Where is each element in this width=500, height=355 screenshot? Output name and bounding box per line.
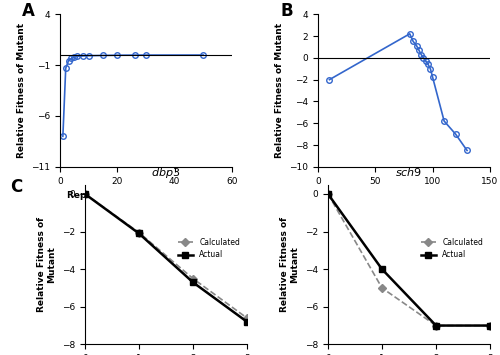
- Calculated: [136, 230, 142, 235]
- Y-axis label: Relative Fitness of Mutant: Relative Fitness of Mutant: [274, 23, 283, 158]
- Line: Calculated: Calculated: [325, 191, 493, 328]
- X-axis label: Doubling time of mutant: Doubling time of mutant: [342, 191, 466, 200]
- Actual: [136, 231, 142, 236]
- Y-axis label: Relative Fitness of
Mutant: Relative Fitness of Mutant: [280, 217, 299, 312]
- Actual: [433, 323, 439, 328]
- Title: $\it{sch9}$: $\it{sch9}$: [396, 166, 422, 178]
- Text: B: B: [280, 2, 293, 20]
- Calculated: [190, 277, 196, 281]
- Actual: [82, 192, 88, 196]
- Text: A: A: [22, 2, 35, 20]
- Line: Calculated: Calculated: [82, 191, 250, 321]
- Text: C: C: [10, 178, 22, 196]
- Legend: Calculated, Actual: Calculated, Actual: [175, 235, 243, 262]
- Calculated: [379, 286, 385, 290]
- Y-axis label: Relative Fitness of
Mutant: Relative Fitness of Mutant: [37, 217, 56, 312]
- Title: $\it{dbp3}$: $\it{dbp3}$: [152, 166, 180, 180]
- Legend: Calculated, Actual: Calculated, Actual: [418, 235, 486, 262]
- Actual: [325, 192, 331, 196]
- Actual: [379, 267, 385, 271]
- Calculated: [487, 323, 493, 328]
- Line: Actual: Actual: [325, 191, 493, 328]
- Calculated: [325, 192, 331, 196]
- Line: Actual: Actual: [82, 191, 250, 324]
- Actual: [487, 323, 493, 328]
- Y-axis label: Relative Fitness of Mutant: Relative Fitness of Mutant: [16, 23, 26, 158]
- Calculated: [244, 316, 250, 320]
- Calculated: [82, 192, 88, 196]
- X-axis label: Replicative life span of mutant: Replicative life span of mutant: [68, 191, 224, 200]
- Calculated: [433, 323, 439, 328]
- Actual: [244, 320, 250, 324]
- Actual: [190, 280, 196, 284]
